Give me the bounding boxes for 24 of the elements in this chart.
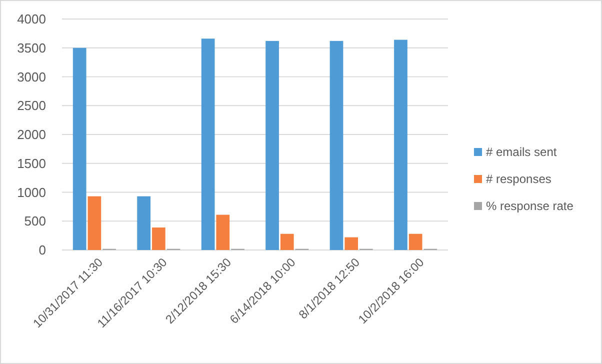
bar [266, 40, 279, 250]
bar [137, 196, 150, 250]
legend-label: # emails sent [486, 145, 558, 160]
y-tick-label: 3000 [17, 69, 46, 84]
y-tick-label: 0 [38, 242, 46, 258]
bar [216, 214, 230, 250]
legend-label: # responses [486, 172, 552, 186]
y-tick-label: 3500 [17, 40, 46, 56]
y-tick-label: 500 [24, 214, 46, 229]
bar [280, 234, 294, 250]
bar [394, 40, 408, 250]
bar [344, 237, 358, 250]
y-tick-label: 4000 [17, 12, 46, 27]
bar [408, 234, 422, 250]
bar [72, 48, 86, 250]
bar [152, 227, 166, 250]
y-tick-label: 2000 [17, 127, 46, 142]
legend-label: % response rate [486, 199, 574, 214]
y-tick-label: 1000 [17, 184, 46, 200]
bar [88, 196, 102, 250]
bar [201, 38, 215, 250]
y-tick-label: 2500 [17, 98, 46, 114]
y-tick-label: 1500 [17, 156, 46, 171]
bar [330, 40, 344, 250]
